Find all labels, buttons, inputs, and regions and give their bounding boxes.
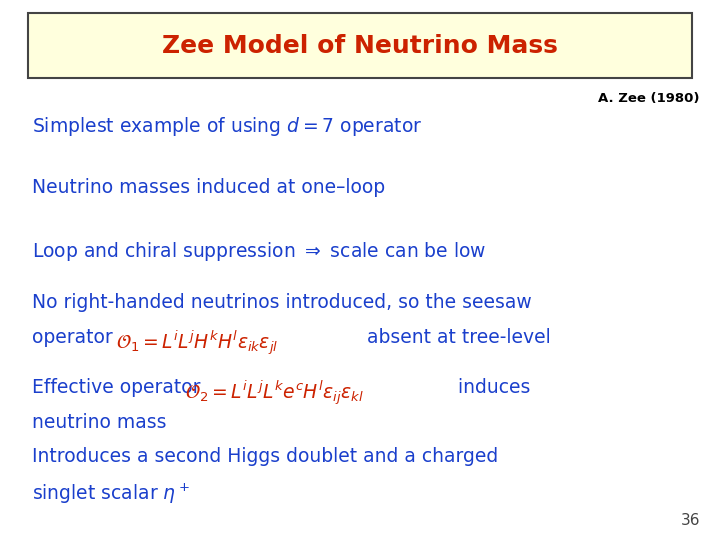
FancyBboxPatch shape	[28, 13, 692, 78]
Text: Zee Model of Neutrino Mass: Zee Model of Neutrino Mass	[162, 34, 558, 58]
Text: induces: induces	[452, 378, 531, 397]
Text: singlet scalar $\eta^+$: singlet scalar $\eta^+$	[32, 482, 189, 506]
Text: Simplest example of using $d=7$ operator: Simplest example of using $d=7$ operator	[32, 115, 422, 138]
Text: Loop and chiral suppression $\Rightarrow$ scale can be low: Loop and chiral suppression $\Rightarrow…	[32, 240, 487, 263]
Text: Effective operator: Effective operator	[32, 378, 207, 397]
Text: Introduces a second Higgs doublet and a charged: Introduces a second Higgs doublet and a …	[32, 447, 498, 466]
Text: $\mathcal{O}_1 = L^i L^j H^k H^l \epsilon_{ik}\epsilon_{jl}$: $\mathcal{O}_1 = L^i L^j H^k H^l \epsilo…	[116, 328, 279, 357]
Text: operator: operator	[32, 328, 119, 347]
Text: No right-handed neutrinos introduced, so the seesaw: No right-handed neutrinos introduced, so…	[32, 293, 532, 312]
Text: neutrino mass: neutrino mass	[32, 413, 166, 432]
Text: absent at tree-level: absent at tree-level	[361, 328, 551, 347]
Text: $\mathcal{O}_2 = L^i L^j L^k e^c H^l \epsilon_{ij}\epsilon_{kl}$: $\mathcal{O}_2 = L^i L^j L^k e^c H^l \ep…	[185, 378, 364, 407]
Text: Neutrino masses induced at one–loop: Neutrino masses induced at one–loop	[32, 178, 385, 197]
Text: A. Zee (1980): A. Zee (1980)	[598, 92, 700, 105]
Text: 36: 36	[680, 513, 700, 528]
